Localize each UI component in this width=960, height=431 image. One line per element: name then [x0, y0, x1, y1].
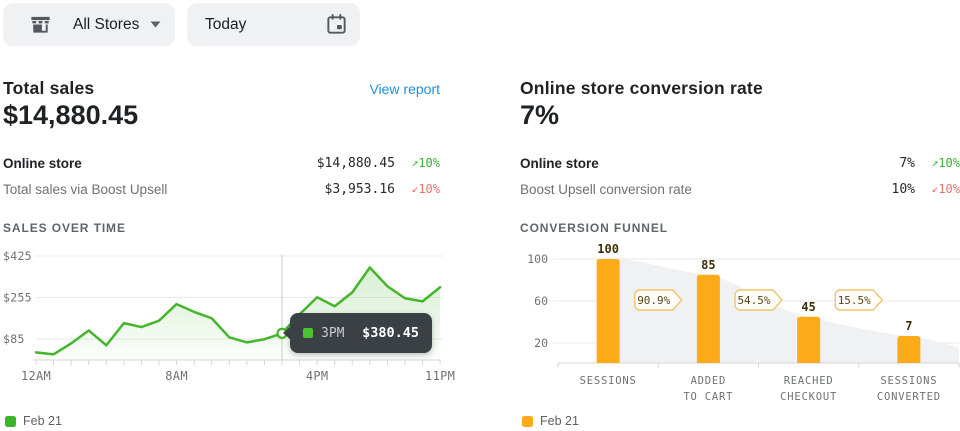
trend-down-icon: ↙ [931, 182, 939, 195]
drop-rate-badge [634, 289, 683, 311]
legend-label: Feb 21 [540, 414, 579, 428]
sales-legend: Feb 21 [5, 414, 62, 428]
category-label: CHECKOUT [780, 391, 837, 403]
metric-value: 10% [891, 181, 915, 197]
x-axis-tick-label: 12AM [21, 369, 51, 383]
total-sales-panel: Total sales View report $14,880.45 Onlin… [3, 78, 455, 431]
drop-rate-badge [734, 289, 783, 311]
funnel-chart-svg[interactable]: 100 60 20 100 85 45 7 90.9% 54.5% 15.5% SESSIONS AD… [520, 242, 960, 408]
y-axis-tick-label: $425 [3, 249, 32, 263]
tooltip-value: $380.45 [362, 325, 419, 341]
bar-value-label: 45 [801, 300, 815, 314]
metric-delta: ↙10% [931, 182, 960, 196]
category-label: SESSIONS [580, 375, 637, 387]
conversion-funnel-chart[interactable]: 100 60 20 100 85 45 7 90.9% 54.5% 15.5% SESSIONS AD… [520, 242, 960, 408]
trend-up-icon: ↗ [931, 156, 939, 169]
metric-value: $3,953.16 [324, 181, 395, 197]
y-axis-tick-label: 100 [527, 252, 548, 266]
funnel-silhouette [596, 259, 959, 363]
conversion-rate-value: 7% [520, 100, 560, 130]
bar-value-label: 7 [905, 319, 912, 333]
funnel-bar[interactable] [797, 316, 821, 363]
conversion-rate-panel: Online store conversion rate 7% Online s… [520, 78, 960, 431]
y-axis-tick-label: 20 [534, 336, 548, 350]
view-report-link[interactable]: View report [369, 81, 440, 97]
total-sales-title: Total sales [3, 78, 95, 98]
funnel-bar[interactable] [596, 259, 620, 363]
metric-row-online-store-sales: Online store $14,880.45 ↗10% [3, 150, 440, 176]
storefront-icon [29, 13, 52, 36]
metric-label: Total sales via Boost Upsell [3, 181, 168, 197]
date-selector-button[interactable]: Today [187, 3, 360, 46]
drop-rate-label: 15.5% [838, 294, 871, 307]
metric-row-online-store-conversion: Online store 7% ↗10% [520, 150, 960, 176]
x-axis-tick-label: 11PM [425, 369, 455, 383]
category-label: SESSIONS [880, 375, 937, 387]
category-label: ADDED [691, 375, 727, 387]
chart-tooltip: 3PM $380.45 [283, 313, 432, 353]
sales-line [34, 266, 442, 356]
metric-value: $14,880.45 [316, 155, 395, 171]
metric-row-boost-upsell-sales: Total sales via Boost Upsell $3,953.16 ↙… [3, 176, 440, 202]
category-label: TO CART [683, 391, 733, 403]
metric-label: Online store [3, 155, 82, 171]
store-selector-label: All Stores [73, 15, 140, 33]
metric-delta: ↗10% [931, 156, 960, 170]
bar-value-label: 100 [597, 242, 619, 256]
legend-label: Feb 21 [23, 414, 62, 428]
date-selector-label: Today [205, 15, 247, 33]
metric-label: Boost Upsell conversion rate [520, 181, 692, 197]
funnel-bar[interactable] [696, 274, 720, 363]
tooltip-time-label: 3PM [321, 325, 345, 341]
metric-delta: ↙10% [411, 182, 440, 196]
funnel-legend: Feb 21 [522, 414, 579, 428]
store-selector-button[interactable]: All Stores [3, 3, 175, 46]
legend-swatch-orange [522, 415, 533, 427]
y-axis-tick-label: $255 [3, 290, 32, 304]
metric-delta: ↗10% [411, 156, 440, 170]
total-sales-header: Total sales View report [3, 78, 440, 99]
tooltip-series-chip [303, 328, 313, 338]
trend-down-icon: ↙ [411, 182, 419, 195]
topbar: All Stores Today [0, 0, 960, 52]
metric-label: Online store [520, 155, 599, 171]
calendar-icon [325, 13, 348, 36]
conversion-rate-header: Online store conversion rate [520, 78, 960, 99]
category-label: REACHED [784, 375, 834, 387]
funnel-bar[interactable] [897, 336, 921, 363]
metric-row-boost-upsell-conversion: Boost Upsell conversion rate 10% ↙10% [520, 176, 960, 202]
metric-value: 7% [899, 155, 915, 171]
x-axis-tick-label: 8AM [165, 369, 188, 383]
legend-swatch-green [5, 415, 16, 427]
sales-over-time-title: SALES OVER TIME [3, 221, 126, 235]
chevron-down-icon [150, 21, 161, 28]
y-axis-tick-label: $85 [3, 332, 25, 346]
y-axis-tick-label: 60 [534, 294, 548, 308]
conversion-funnel-title: CONVERSION FUNNEL [520, 221, 668, 235]
total-sales-value: $14,880.45 [3, 100, 139, 130]
drop-rate-badge [834, 289, 884, 311]
bar-value-label: 85 [701, 258, 715, 272]
trend-up-icon: ↗ [411, 156, 419, 169]
category-label: CONVERTED [877, 391, 941, 403]
x-axis-tick-label: 4PM [306, 369, 329, 383]
drop-rate-label: 90.9% [637, 294, 670, 307]
conversion-rate-title: Online store conversion rate [520, 78, 763, 98]
drop-rate-label: 54.5% [737, 294, 770, 307]
